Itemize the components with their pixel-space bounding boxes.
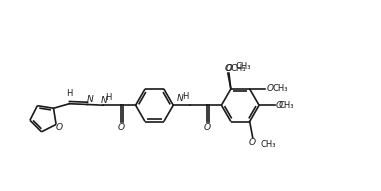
- Text: O: O: [56, 123, 62, 132]
- Text: CH₃: CH₃: [261, 140, 277, 149]
- Text: O: O: [267, 84, 274, 93]
- Text: O: O: [118, 123, 125, 132]
- Text: H: H: [105, 93, 112, 102]
- Text: CH₃: CH₃: [273, 84, 288, 93]
- Text: N: N: [176, 94, 183, 103]
- Text: O: O: [226, 64, 232, 73]
- Text: CH₃: CH₃: [235, 62, 251, 71]
- Text: O: O: [224, 64, 231, 73]
- Text: N: N: [86, 96, 93, 104]
- Text: N: N: [101, 96, 107, 105]
- Text: H: H: [66, 89, 72, 98]
- Text: O: O: [276, 101, 283, 110]
- Text: O: O: [204, 123, 211, 132]
- Text: CH₃: CH₃: [279, 101, 294, 110]
- Text: CH₃: CH₃: [231, 64, 246, 73]
- Text: O: O: [249, 138, 256, 147]
- Text: H: H: [182, 92, 189, 101]
